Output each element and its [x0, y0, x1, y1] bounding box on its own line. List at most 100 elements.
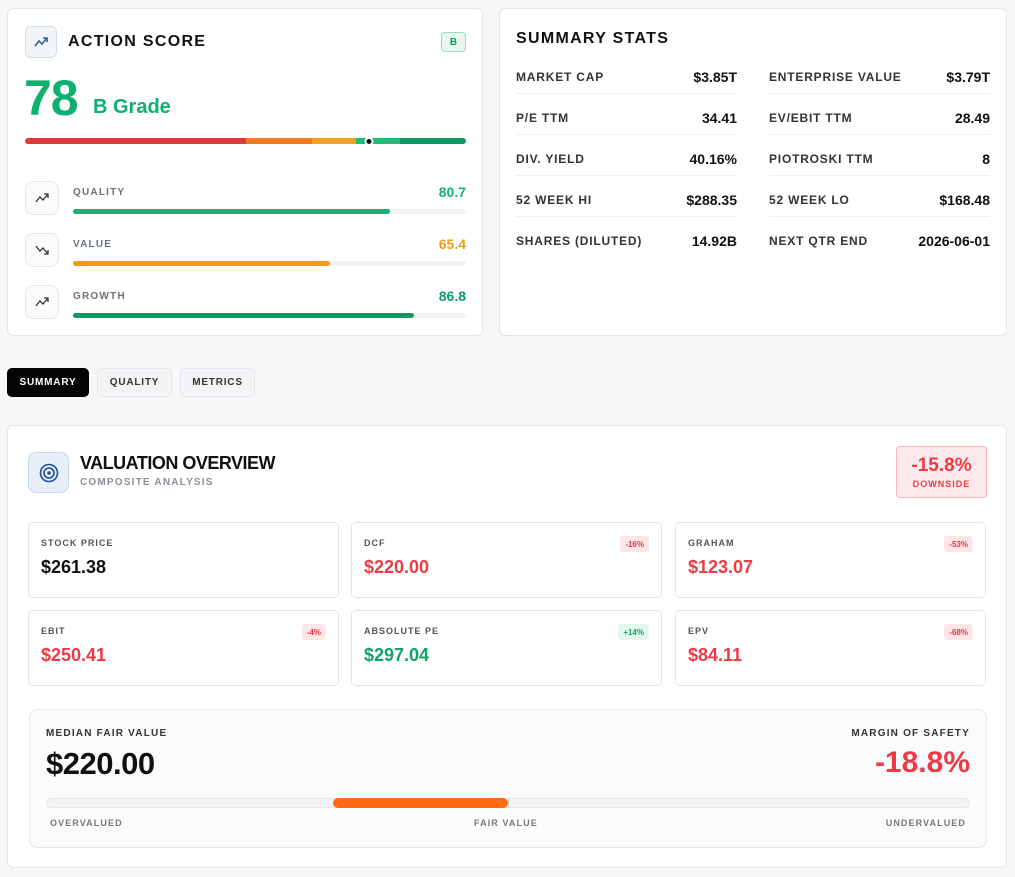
- trending-up-icon: [25, 285, 59, 319]
- valuation-box-label: EBIT: [41, 626, 66, 636]
- stat-label: ENTERPRISE VALUE: [769, 69, 902, 84]
- valuation-box-ebit: EBIT -4% $250.41: [28, 610, 339, 686]
- metric-growth: GROWTH 86.8: [25, 285, 466, 325]
- metric-value: 86.8: [438, 288, 466, 304]
- valuation-title: VALUATION OVERVIEW: [80, 453, 276, 473]
- action-score-card: ACTION SCORE B 78 B Grade QUALITY 80.7 V…: [7, 8, 483, 336]
- valuation-box-value: $261.38: [41, 557, 107, 577]
- fair-value-range-fill: [332, 798, 508, 808]
- trending-down-icon: [25, 233, 59, 267]
- stat-value: $288.35: [686, 191, 737, 208]
- metric-track: [73, 261, 466, 266]
- stat-label: NEXT QTR END: [769, 234, 868, 249]
- valuation-box-label: ABSOLUTE PE: [364, 626, 440, 636]
- valuation-box-value: $297.04: [364, 645, 430, 665]
- stat-enterprise-value: ENTERPRISE VALUE $3.79T: [769, 53, 990, 94]
- metric-fill: [73, 261, 331, 266]
- stat-value: $3.85T: [693, 68, 737, 85]
- stat-label: P/E TTM: [516, 110, 569, 125]
- stat-label: 52 WEEK HI: [516, 192, 593, 207]
- valuation-box-value: $250.41: [41, 645, 107, 665]
- stat-label: SHARES (DILUTED): [516, 234, 643, 249]
- metric-quality: QUALITY 80.7: [25, 181, 466, 221]
- metric-fill: [73, 209, 391, 214]
- trending-up-icon: [25, 26, 57, 58]
- margin-of-safety-label: MARGIN OF SAFETY: [851, 728, 970, 739]
- stat-label: 52 WEEK LO: [769, 192, 850, 207]
- metric-label: GROWTH: [73, 291, 126, 302]
- stat-pe-ttm: P/E TTM 34.41: [516, 94, 737, 135]
- metric-value: 65.4: [438, 236, 466, 252]
- change-badge: -53%: [944, 536, 973, 552]
- stat-value: $168.48: [939, 191, 990, 208]
- grade-badge: B: [441, 32, 466, 52]
- tab-quality[interactable]: QUALITY: [97, 368, 172, 397]
- median-fair-value-label: MEDIAN FAIR VALUE: [46, 728, 168, 739]
- fair-value-midpoint: [508, 798, 509, 808]
- score-gradient-bar: [25, 138, 466, 144]
- summary-stats-card: SUMMARY STATS MARKET CAP $3.85T P/E TTM 34…: [499, 8, 1007, 336]
- action-score-title: ACTION SCORE: [68, 33, 207, 50]
- valuation-box-label: DCF: [364, 538, 386, 548]
- valuation-box-absolute-pe: ABSOLUTE PE +14% $297.04: [351, 610, 662, 686]
- change-badge: -4%: [301, 624, 326, 640]
- stat-div-yield: DIV. YIELD 40.16%: [516, 135, 737, 176]
- median-fair-value-panel: MEDIAN FAIR VALUE $220.00 MARGIN OF SAFE…: [29, 709, 987, 848]
- metric-track: [73, 209, 466, 214]
- stat-value: 34.41: [701, 109, 737, 126]
- downside-label: DOWNSIDE: [912, 479, 971, 489]
- stat-value: $3.79T: [946, 68, 990, 85]
- stat-label: PIOTROSKI TTM: [769, 151, 874, 166]
- summary-stats-title: SUMMARY STATS: [516, 30, 670, 47]
- valuation-box-value: $123.07: [688, 557, 754, 577]
- stat-value: 28.49: [954, 109, 990, 126]
- downside-value: -15.8%: [911, 455, 972, 476]
- valuation-box-value: $84.11: [688, 645, 743, 665]
- valuation-box-label: GRAHAM: [688, 538, 735, 548]
- target-icon: [28, 452, 69, 493]
- metric-label: QUALITY: [73, 187, 126, 198]
- stat-next-qtr-end: NEXT QTR END 2026-06-01: [769, 217, 990, 258]
- valuation-box-dcf: DCF -16% $220.00: [351, 522, 662, 598]
- stat-value: 14.92B: [691, 233, 737, 250]
- scale-label-undervalued: UNDERVALUED: [885, 818, 966, 828]
- metric-label: VALUE: [73, 239, 113, 250]
- metric-fill: [73, 313, 415, 318]
- valuation-box-label: STOCK PRICE: [41, 538, 114, 548]
- scale-label-overvalued: OVERVALUED: [50, 818, 123, 828]
- valuation-box-graham: GRAHAM -53% $123.07: [675, 522, 986, 598]
- stat-piotroski: PIOTROSKI TTM 8: [769, 135, 990, 176]
- stat-value: 8: [982, 150, 990, 167]
- margin-of-safety-value: -18.8%: [874, 746, 970, 779]
- score-grade-text: B Grade: [93, 96, 171, 118]
- stat-label: DIV. YIELD: [516, 151, 585, 166]
- change-badge: -16%: [620, 536, 649, 552]
- tab-summary[interactable]: SUMMARY: [7, 368, 89, 397]
- valuation-box-label: EPV: [688, 626, 710, 636]
- valuation-box-stock-price: STOCK PRICE $261.38: [28, 522, 339, 598]
- stat-shares-diluted: SHARES (DILUTED) 14.92B: [516, 217, 737, 258]
- valuation-subtitle: COMPOSITE ANALYSIS: [80, 477, 214, 488]
- stat-value: 40.16%: [689, 150, 737, 167]
- median-fair-value: $220.00: [46, 746, 155, 781]
- downside-badge: -15.8% DOWNSIDE: [896, 446, 987, 498]
- trending-up-icon: [25, 181, 59, 215]
- scale-label-fair-value: FAIR VALUE: [474, 818, 538, 828]
- stat-52-week-lo: 52 WEEK LO $168.48: [769, 176, 990, 217]
- valuation-box-epv: EPV -68% $84.11: [675, 610, 986, 686]
- stat-label: MARKET CAP: [516, 69, 604, 84]
- valuation-overview-card: VALUATION OVERVIEW COMPOSITE ANALYSIS -1…: [7, 425, 1007, 868]
- stat-value: 2026-06-01: [918, 233, 990, 250]
- stat-market-cap: MARKET CAP $3.85T: [516, 53, 737, 94]
- tab-metrics[interactable]: METRICS: [180, 368, 255, 397]
- change-badge: -68%: [944, 624, 973, 640]
- change-badge: +14%: [618, 624, 649, 640]
- metric-track: [73, 313, 466, 318]
- stat-52-week-hi: 52 WEEK HI $288.35: [516, 176, 737, 217]
- metric-value: 80.7: [438, 184, 466, 200]
- stat-label: EV/EBIT TTM: [769, 110, 853, 125]
- fair-value-scale: [46, 798, 970, 808]
- score-marker: [364, 137, 374, 146]
- valuation-box-value: $220.00: [364, 557, 430, 577]
- score-value: 78: [24, 70, 79, 126]
